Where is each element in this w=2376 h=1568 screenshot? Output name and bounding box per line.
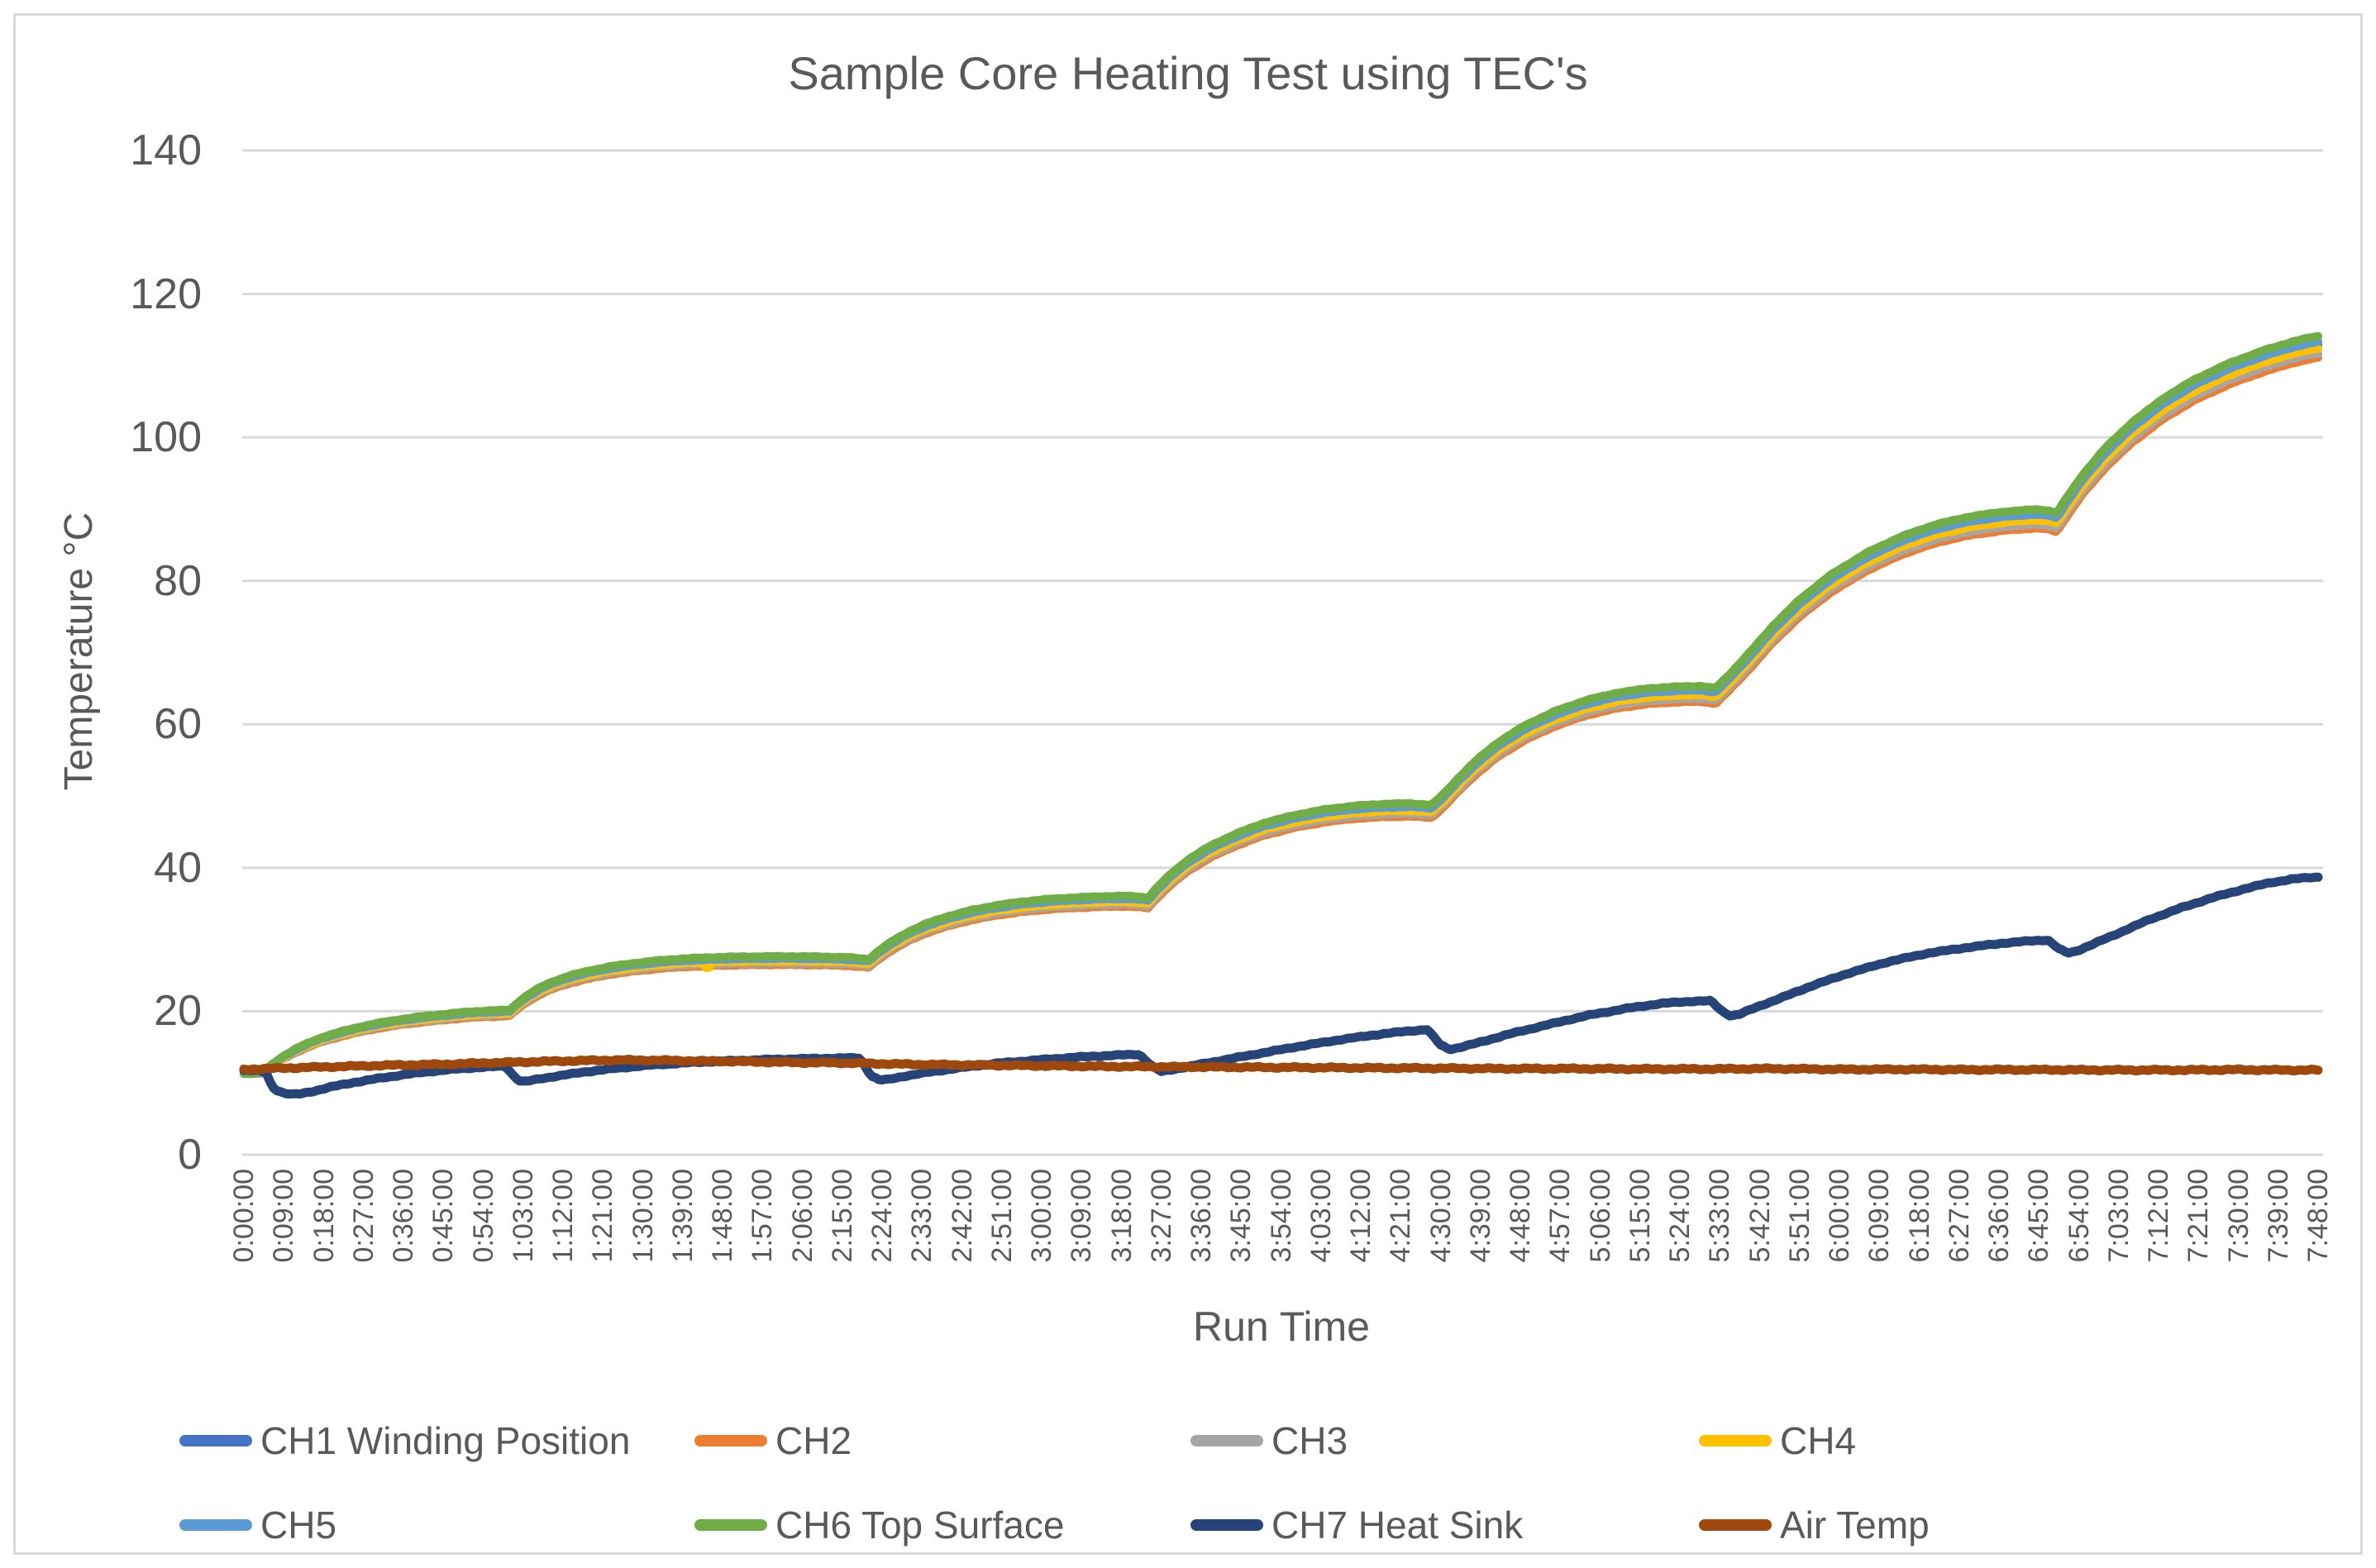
x-tick-label-5:51:00: 5:51:00 [1783,1169,1815,1263]
y-tick-label-40: 40 [154,843,202,892]
y-tick-label-60: 60 [154,700,202,749]
x-tick-label-7:12:00: 7:12:00 [2143,1169,2174,1263]
chart-title: Sample Core Heating Test using TEC's [788,47,1588,99]
series-line-ch4 [240,344,2322,1078]
x-tick-label-5:42:00: 5:42:00 [1744,1169,1776,1263]
x-tick-label-6:27:00: 6:27:00 [1943,1169,1975,1263]
legend-swatch-ch5 [179,1519,252,1531]
x-tick-label-6:45:00: 6:45:00 [2023,1169,2055,1263]
x-tick-label-4:48:00: 4:48:00 [1505,1169,1536,1263]
legend-item-ch5[interactable]: CH5 [179,1503,336,1547]
x-tick-label-3:00:00: 3:00:00 [1026,1169,1057,1263]
legend-swatch-air-temp [1699,1519,1772,1531]
x-tick-label-2:33:00: 2:33:00 [906,1169,938,1263]
legend-label-air-temp: Air Temp [1780,1504,1930,1547]
series-line-air-temp [239,1054,2323,1076]
x-tick-label-4:57:00: 4:57:00 [1544,1169,1577,1263]
legend-swatch-ch6-top-surface [694,1519,767,1531]
y-tick-label-140: 140 [130,126,202,174]
y-tick-label-120: 120 [130,269,202,318]
x-tick-label-5:33:00: 5:33:00 [1704,1169,1736,1263]
x-tick-label-4:12:00: 4:12:00 [1345,1169,1376,1263]
legend-item-ch2[interactable]: CH2 [694,1418,852,1463]
y-tick-label-0: 0 [178,1131,202,1179]
x-tick-label-2:15:00: 2:15:00 [826,1169,858,1263]
x-tick-label-3:45:00: 3:45:00 [1225,1169,1257,1263]
x-tick-label-6:18:00: 6:18:00 [1903,1169,1935,1263]
x-tick-label-1:12:00: 1:12:00 [547,1169,579,1263]
x-tick-label-3:27:00: 3:27:00 [1145,1169,1177,1263]
legend-item-ch7-heat-sink[interactable]: CH7 Heat Sink [1190,1503,1523,1547]
y-tick-label-100: 100 [130,413,202,462]
x-tick-label-0:54:00: 0:54:00 [467,1169,499,1263]
legend-label-ch3: CH3 [1271,1419,1348,1462]
legend-swatch-ch7-heat-sink [1190,1519,1263,1531]
x-tick-label-2:51:00: 2:51:00 [985,1169,1018,1263]
x-tick-label-7:39:00: 7:39:00 [2262,1169,2294,1263]
x-tick-label-3:18:00: 3:18:00 [1105,1169,1138,1263]
x-tick-label-0:00:00: 0:00:00 [228,1169,260,1263]
legend-item-ch3[interactable]: CH3 [1190,1418,1348,1463]
legend-label-ch2: CH2 [775,1419,852,1462]
x-tick-label-0:18:00: 0:18:00 [308,1169,340,1263]
x-tick-label-2:42:00: 2:42:00 [946,1169,978,1263]
series-line-ch3 [240,350,2322,1079]
x-axis-title: Run Time [1193,1303,1370,1350]
y-tick-label-20: 20 [154,987,202,1036]
x-tick-label-0:45:00: 0:45:00 [427,1169,460,1263]
x-tick-label-4:21:00: 4:21:00 [1385,1169,1417,1263]
x-tick-label-0:27:00: 0:27:00 [347,1169,379,1263]
x-tick-label-4:30:00: 4:30:00 [1424,1169,1457,1263]
legend-label-ch4: CH4 [1780,1419,1857,1462]
series-line-ch2 [240,353,2322,1079]
x-tick-label-1:03:00: 1:03:00 [507,1169,539,1263]
x-tick-label-2:24:00: 2:24:00 [866,1169,898,1263]
x-tick-label-7:03:00: 7:03:00 [2102,1169,2135,1263]
x-tick-label-3:09:00: 3:09:00 [1066,1169,1098,1263]
x-tick-label-4:03:00: 4:03:00 [1305,1169,1337,1263]
x-tick-label-2:06:00: 2:06:00 [786,1169,818,1263]
legend-swatch-ch2 [694,1435,767,1446]
series-line-ch6-top-surface [240,331,2322,1079]
legend-item-ch6-top-surface[interactable]: CH6 Top Surface [694,1503,1064,1547]
legend-label-ch6-top-surface: CH6 Top Surface [775,1504,1065,1547]
x-tick-label-3:36:00: 3:36:00 [1186,1169,1217,1263]
x-tick-label-7:48:00: 7:48:00 [2302,1169,2334,1263]
x-tick-label-7:21:00: 7:21:00 [2183,1169,2215,1263]
x-tick-label-1:39:00: 1:39:00 [666,1169,699,1263]
x-tick-label-7:30:00: 7:30:00 [2222,1169,2254,1263]
x-tick-label-1:30:00: 1:30:00 [627,1169,659,1263]
x-tick-label-6:09:00: 6:09:00 [1863,1169,1896,1263]
x-tick-label-0:36:00: 0:36:00 [388,1169,419,1263]
legend-label-ch1-winding-position: CH1 Winding Position [260,1419,631,1462]
series-line-ch7-heat-sink [239,872,2323,1099]
chart-frame [13,13,2363,1555]
series-line-ch5 [240,337,2322,1079]
x-tick-label-6:54:00: 6:54:00 [2063,1169,2095,1263]
x-tick-label-5:24:00: 5:24:00 [1664,1169,1696,1263]
legend-item-ch4[interactable]: CH4 [1699,1418,1856,1463]
legend-label-ch5: CH5 [260,1504,337,1547]
x-tick-label-5:06:00: 5:06:00 [1584,1169,1616,1263]
legend-item-ch1-winding-position[interactable]: CH1 Winding Position [179,1418,630,1463]
x-tick-label-1:48:00: 1:48:00 [707,1169,738,1263]
x-tick-label-0:09:00: 0:09:00 [268,1169,300,1263]
x-tick-label-6:00:00: 6:00:00 [1824,1169,1855,1263]
x-tick-label-4:39:00: 4:39:00 [1464,1169,1496,1263]
x-tick-label-5:15:00: 5:15:00 [1624,1169,1656,1263]
legend-swatch-ch4 [1699,1435,1772,1446]
x-tick-label-3:54:00: 3:54:00 [1265,1169,1297,1263]
y-tick-label-80: 80 [154,556,202,605]
y-axis-title: Temperature °C [57,512,101,791]
legend-item-air-temp[interactable]: Air Temp [1699,1503,1930,1547]
x-tick-label-6:36:00: 6:36:00 [1983,1169,2015,1263]
legend-label-ch7-heat-sink: CH7 Heat Sink [1271,1504,1524,1547]
series-line-ch1-winding-position [240,341,2322,1078]
legend-swatch-ch3 [1190,1435,1263,1446]
legend-swatch-ch1-winding-position [179,1435,252,1446]
x-tick-label-1:21:00: 1:21:00 [587,1169,619,1263]
x-tick-label-1:57:00: 1:57:00 [747,1169,779,1263]
